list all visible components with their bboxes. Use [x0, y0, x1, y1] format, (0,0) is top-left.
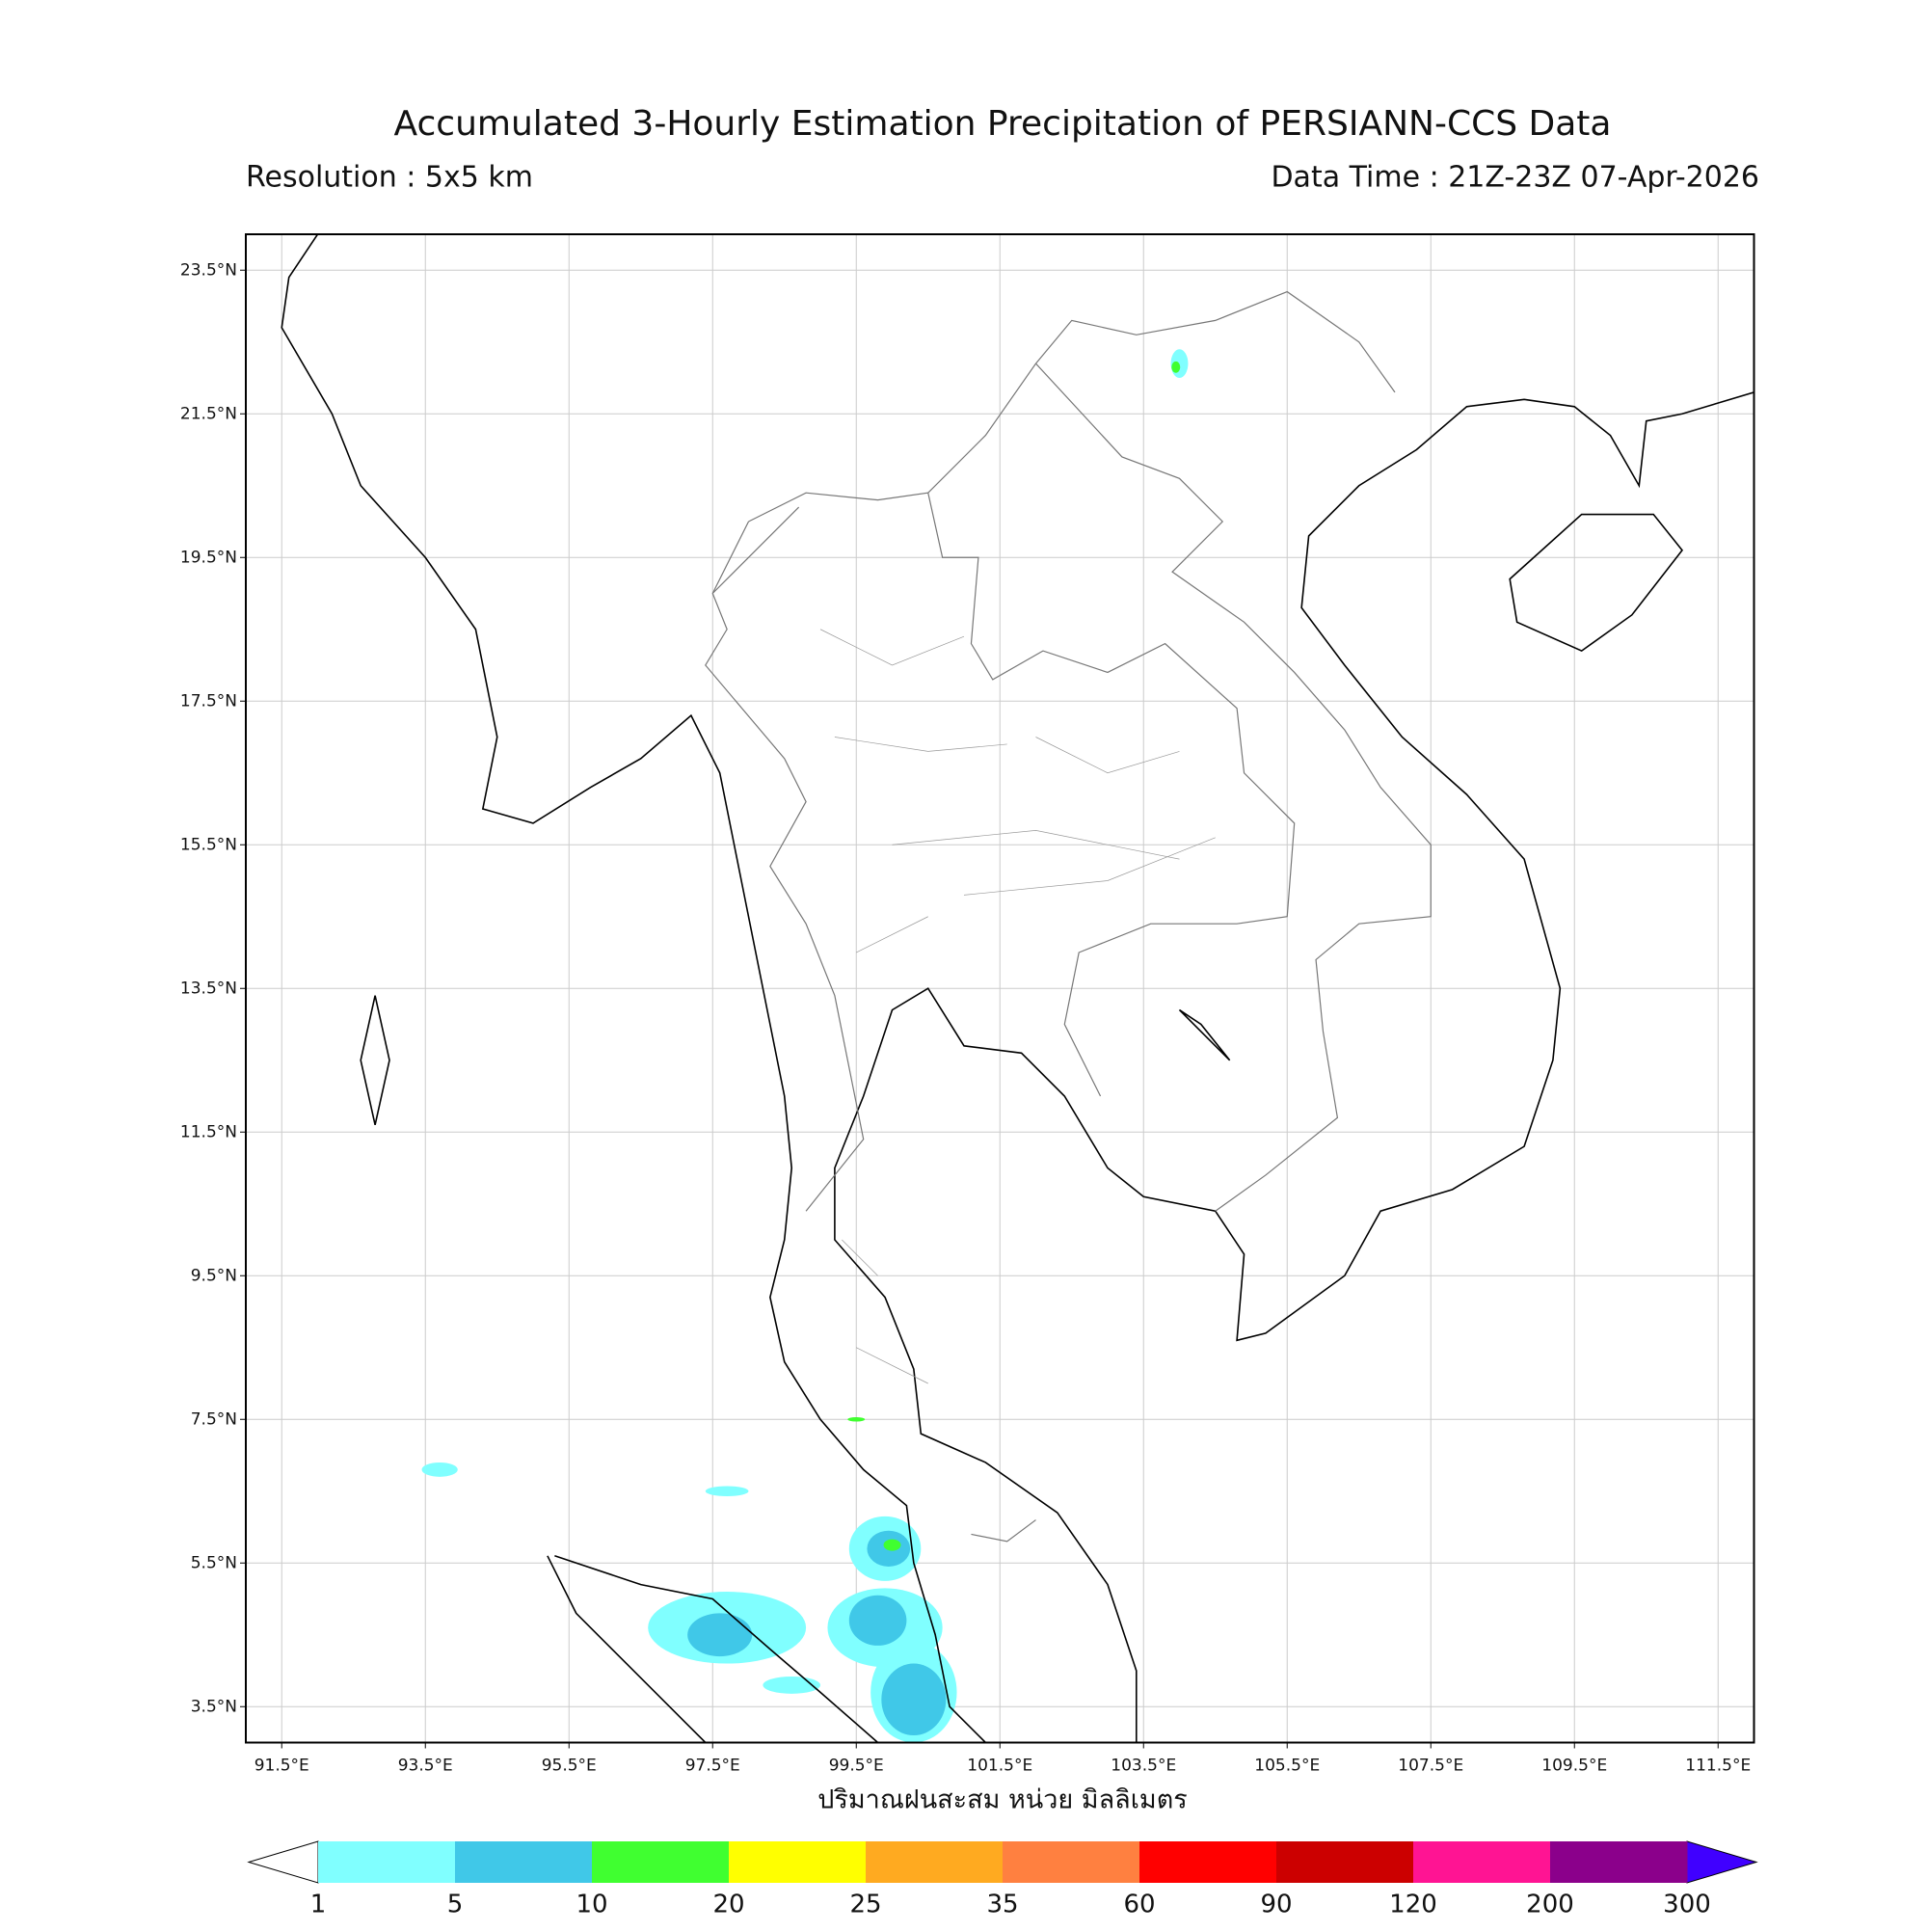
colorbar-label: 20 [712, 1891, 744, 1919]
rain-area [848, 1595, 907, 1646]
x-axis-label: ปริมาณฝนสะสม หน่วย มิลลิเมตร [817, 1785, 1188, 1815]
lat-tick-label: 13.5°N [180, 979, 237, 998]
border [706, 493, 1295, 1211]
colorbar-over [1686, 1840, 1758, 1884]
colorbar-segment [1139, 1841, 1277, 1883]
coastline [281, 234, 985, 1743]
lon-tick-label: 111.5°E [1685, 1757, 1751, 1776]
lon-tick-label: 95.5°E [542, 1757, 597, 1776]
lon-tick-label: 107.5°E [1398, 1757, 1463, 1776]
colorbar-label: 300 [1663, 1891, 1711, 1919]
colorbar-segment [866, 1841, 1004, 1883]
map-frame [245, 233, 1755, 1744]
lat-tick-label: 15.5°N [180, 835, 237, 854]
colorbar-label: 1 [310, 1891, 327, 1919]
colorbar-segment [1276, 1841, 1414, 1883]
province-lines [820, 630, 1216, 1383]
colorbar-label: 35 [986, 1891, 1018, 1919]
coastline [835, 392, 1754, 1743]
precipitation [421, 349, 1189, 1743]
colorbar-under [247, 1840, 319, 1884]
colorbar-label: 120 [1389, 1891, 1437, 1919]
lat-tick-label: 11.5°N [180, 1122, 237, 1141]
resolution: Resolution : 5x5 km [246, 161, 533, 195]
border [712, 292, 1431, 1542]
rain-area [847, 1417, 866, 1422]
lat-tick-label: 19.5°N [180, 548, 237, 567]
colorbar-segment [318, 1841, 456, 1883]
colorbar-segment [729, 1841, 867, 1883]
rain-area [1171, 361, 1181, 373]
colorbar-segment [1413, 1841, 1551, 1883]
lat-tick-label: 5.5°N [191, 1553, 237, 1572]
colorbar-segment [455, 1841, 593, 1883]
lon-tick-label: 105.5°E [1254, 1757, 1320, 1776]
colorbar: 1 5 10 20 25 35 60 90 120 200 300 [247, 1840, 1758, 1919]
coastline [548, 1556, 706, 1743]
rain-area [883, 1539, 901, 1551]
lat-tick-label: 17.5°N [180, 691, 237, 711]
rain-area [421, 1462, 458, 1477]
lon-tick-label: 101.5°E [967, 1757, 1032, 1776]
lat-tick-label: 3.5°N [191, 1697, 237, 1716]
colorbar-segment [592, 1841, 730, 1883]
lat-tick-label: 23.5°N [180, 260, 237, 280]
lon-tick-label: 103.5°E [1111, 1757, 1176, 1776]
lon-tick-label: 91.5°E [254, 1757, 309, 1776]
map-area [281, 234, 1754, 1743]
lon-tick-label: 109.5°E [1541, 1757, 1607, 1776]
lon-tick-label: 93.5°E [398, 1757, 453, 1776]
coastline [1180, 1010, 1230, 1060]
data-time: Data Time : 21Z-23Z 07-Apr-2026 [1271, 161, 1759, 195]
coastline [554, 1556, 877, 1743]
colorbar-label: 90 [1260, 1891, 1292, 1919]
rain-area [687, 1613, 753, 1657]
coastline [1510, 515, 1682, 652]
rain-area [881, 1663, 947, 1736]
colorbar-segment [1550, 1841, 1688, 1883]
coastline [361, 996, 389, 1125]
rain-area [705, 1486, 749, 1496]
lon-tick-label: 97.5°E [685, 1757, 740, 1776]
colorbar-label: 5 [447, 1891, 464, 1919]
colorbar-label: 200 [1526, 1891, 1574, 1919]
colorbar-label: 25 [849, 1891, 881, 1919]
title: Accumulated 3-Hourly Estimation Precipit… [394, 104, 1612, 144]
lat-tick-label: 9.5°N [191, 1266, 237, 1285]
geography [281, 234, 1754, 1743]
lat-tick-label: 7.5°N [191, 1409, 237, 1429]
lat-tick-label: 21.5°N [180, 404, 237, 423]
colorbar-segment [1003, 1841, 1140, 1883]
lon-tick-label: 99.5°E [829, 1757, 884, 1776]
colorbar-label: 10 [576, 1891, 607, 1919]
grid: 91.5°E 93.5°E 95.5°E 97.5°E 99.5°E 101.5°E 103… [180, 234, 1754, 1776]
colorbar-label: 60 [1123, 1891, 1155, 1919]
